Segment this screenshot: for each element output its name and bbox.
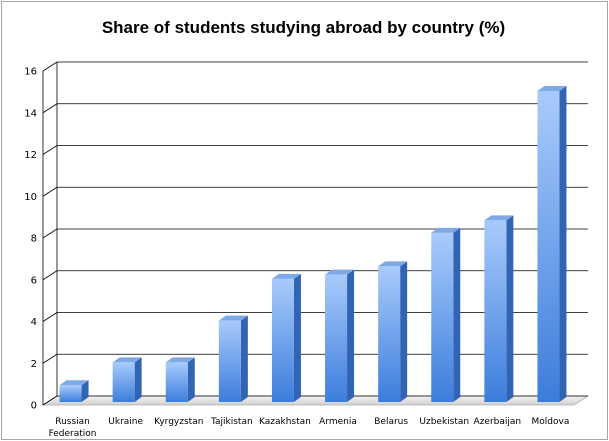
bar-belarus: [378, 261, 408, 402]
bar-top: [112, 357, 142, 363]
bar-moldova: [537, 85, 567, 403]
y-tick-label: 10: [24, 192, 37, 203]
x-tick-label: Belarus: [374, 417, 408, 427]
bar-side: [81, 380, 89, 402]
bar-side: [400, 261, 408, 402]
bar-top: [271, 273, 301, 279]
bar-front: [165, 362, 188, 402]
y-tick-label: 8: [31, 234, 37, 245]
y-tick-label: 14: [24, 108, 37, 119]
bar-armenia: [325, 269, 355, 402]
x-axis-labels: Russian Federation Ukraine Kyrgyzstan Tajiki…: [49, 417, 570, 439]
bar-top: [218, 315, 248, 321]
x-tick-label: Kyrgyzstan: [154, 417, 203, 427]
bar-side: [347, 269, 355, 402]
gridline-diagonal: [42, 145, 58, 155]
bar-side: [506, 215, 514, 402]
bar-side: [293, 273, 301, 402]
bar-top: [431, 227, 461, 233]
bar-front: [325, 274, 348, 402]
y-tick-label: 6: [31, 275, 37, 286]
gridline-diagonal: [42, 270, 58, 281]
y-axis: 0 2 4 6 8 10 12 14 16: [24, 67, 44, 412]
y-tick-label: 4: [31, 317, 37, 328]
x-tick-label: Kazakhstan: [259, 417, 311, 427]
bar-top: [378, 261, 408, 267]
x-tick-label: Tajikistan: [210, 417, 253, 427]
bar-side: [187, 357, 195, 402]
bar-front: [271, 278, 294, 402]
bar-top: [59, 380, 89, 386]
bar-front: [59, 385, 82, 402]
gridline-diagonal: [42, 228, 58, 239]
bar-front: [537, 90, 560, 403]
bar-front: [484, 220, 507, 402]
bar-russian-federation: [59, 380, 89, 402]
gridline-diagonal: [42, 312, 58, 322]
y-tick-label: 12: [24, 150, 37, 161]
gridline-diagonal: [42, 103, 58, 114]
bar-tajikistan: [218, 315, 248, 402]
bar-top: [484, 215, 514, 221]
x-tick-label: Uzbekistan: [419, 417, 469, 427]
y-tick-label: 16: [24, 67, 37, 78]
bar-top: [165, 357, 195, 363]
bar-uzbekistan: [431, 227, 461, 402]
bars: [59, 85, 567, 403]
bar-front: [378, 266, 401, 402]
bar-top: [537, 85, 567, 91]
gridline-diagonal: [42, 353, 58, 364]
x-tick-label: Armenia: [319, 417, 357, 427]
bar-top: [325, 269, 355, 275]
bar-side: [453, 227, 461, 402]
bar-ukraine: [112, 357, 142, 402]
bar-front: [112, 362, 135, 402]
x-tick-label: Russian Federation: [49, 417, 97, 439]
bar-front: [218, 320, 241, 402]
bar-side: [559, 85, 567, 403]
bar-front: [431, 232, 454, 402]
x-tick-label: Ukraine: [108, 417, 143, 427]
gridline-diagonal: [42, 186, 58, 197]
bar-kazakhstan: [271, 273, 301, 402]
x-tick-label: Moldova: [532, 417, 570, 427]
chart-title: Share of students studying abroad by cou…: [101, 18, 506, 37]
x-tick-label: Azerbaijan: [474, 417, 522, 427]
bar-azerbaijan: [484, 215, 514, 402]
gridline-diagonal: [42, 61, 58, 72]
bar-kyrgyzstan: [165, 357, 195, 402]
y-tick-label: 2: [31, 359, 37, 370]
y-tick-label: 0: [31, 401, 37, 412]
gridline-diagonal: [42, 395, 58, 406]
bar-side: [134, 357, 142, 402]
bar-side: [240, 315, 248, 402]
